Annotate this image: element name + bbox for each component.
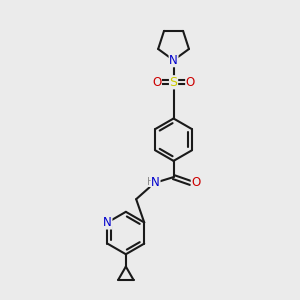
Text: S: S xyxy=(169,76,178,89)
Text: O: O xyxy=(186,76,195,89)
Text: O: O xyxy=(191,176,201,189)
Text: O: O xyxy=(152,76,161,89)
Text: N: N xyxy=(103,216,112,229)
Text: H: H xyxy=(147,176,155,187)
Text: N: N xyxy=(151,176,160,190)
Text: N: N xyxy=(169,54,178,67)
